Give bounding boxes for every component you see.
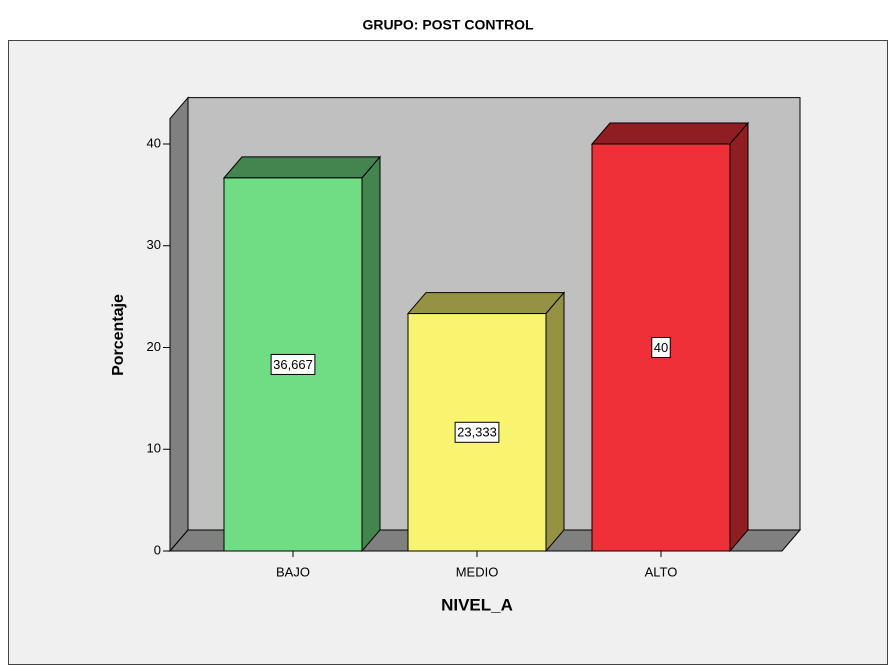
chart-title: GRUPO: POST CONTROL [362, 17, 534, 33]
bar-top [222, 156, 382, 179]
x-tick-label: BAJO [276, 564, 310, 579]
value-label-box [454, 421, 500, 443]
bar-side [729, 121, 749, 553]
x-axis-label: NIVEL_A [441, 595, 513, 614]
y-tick-label: 30 [147, 237, 161, 252]
y-tick-label: 0 [154, 542, 161, 557]
bar-side [361, 155, 381, 553]
value-label: 23,333 [457, 425, 497, 440]
bar-top [406, 292, 566, 315]
value-label: 40 [654, 340, 668, 355]
y-tick-label: 10 [147, 441, 161, 456]
x-tick-label: MEDIO [456, 564, 499, 579]
y-axis-label: Porcentaje [110, 294, 127, 376]
bar-side [545, 291, 565, 553]
side-wall [169, 96, 189, 553]
value-label: 36,667 [273, 357, 313, 372]
value-label-box [651, 337, 671, 358]
y-tick-label: 20 [147, 339, 161, 354]
bar-top [590, 122, 750, 145]
x-tick-label: ALTO [645, 564, 678, 579]
y-tick-label: 40 [147, 135, 161, 150]
value-label-box [270, 353, 316, 375]
